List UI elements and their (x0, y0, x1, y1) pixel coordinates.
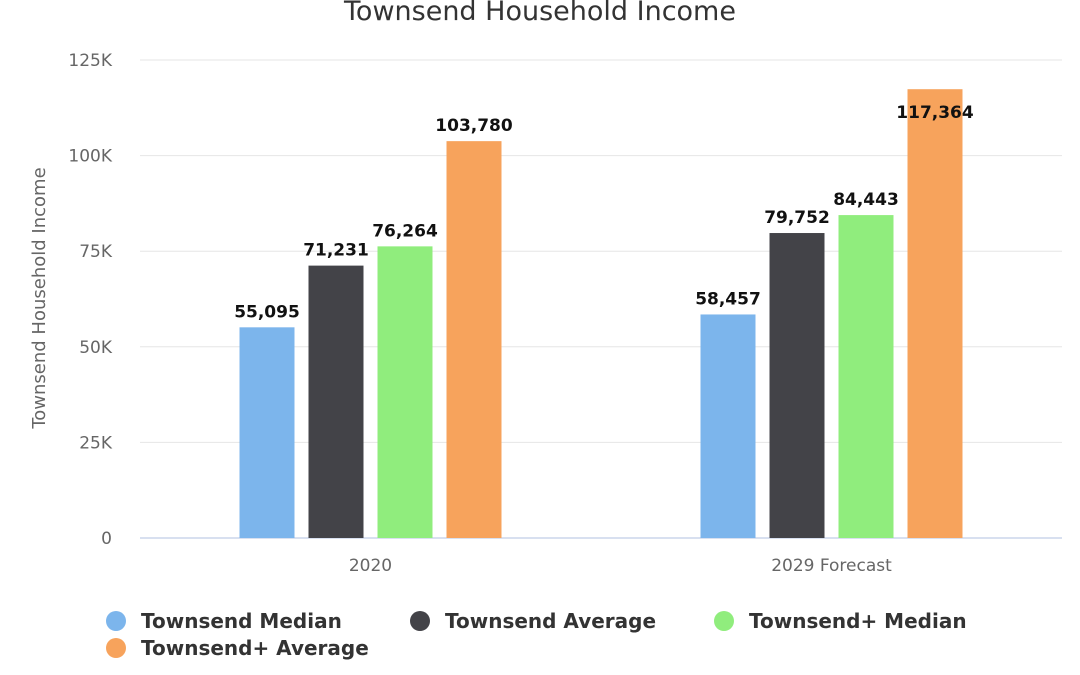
data-label: 58,457 (695, 289, 761, 309)
y-axis-ticks: 0 25K 50K 75K 100K 125K (68, 51, 112, 549)
y-tick-label: 75K (79, 242, 113, 262)
bar (700, 314, 756, 538)
bar (239, 327, 295, 538)
bars (239, 89, 963, 539)
y-axis-label: Townsend Household Income (29, 167, 50, 429)
bar (377, 246, 433, 539)
y-tick-label: 0 (101, 529, 112, 549)
legend-label: Townsend Median (141, 609, 342, 633)
y-tick-label: 100K (68, 147, 112, 167)
x-tick-label: 2029 Forecast (771, 556, 892, 576)
chart-title: Townsend Household Income (343, 0, 736, 27)
data-label: 71,231 (303, 241, 369, 261)
y-tick-label: 125K (68, 51, 112, 71)
data-label: 117,364 (896, 103, 974, 123)
legend-marker (714, 611, 734, 631)
legend-item[interactable]: Townsend+ Median (714, 609, 967, 633)
x-axis-ticks: 2020 2029 Forecast (349, 556, 892, 576)
legend-marker (106, 611, 126, 631)
data-label: 103,780 (435, 116, 513, 136)
legend-marker (410, 611, 430, 631)
bar (907, 89, 963, 538)
bar (308, 265, 364, 538)
legend-label: Townsend+ Average (141, 636, 369, 660)
legend-item[interactable]: Townsend Average (410, 609, 656, 633)
data-label: 79,752 (764, 208, 830, 228)
y-tick-label: 50K (79, 338, 113, 358)
bar (838, 215, 894, 538)
data-label: 84,443 (833, 190, 899, 210)
legend-label: Townsend Average (445, 609, 656, 633)
legend-item[interactable]: Townsend Median (106, 609, 342, 633)
bar (769, 233, 825, 538)
bar (446, 141, 502, 539)
data-label: 76,264 (372, 221, 438, 241)
legend-item[interactable]: Townsend+ Average (106, 636, 369, 660)
x-tick-label: 2020 (349, 556, 392, 576)
legend: Townsend Median Townsend Average Townsend+… (106, 609, 967, 660)
data-label: 55,095 (234, 302, 300, 322)
legend-label: Townsend+ Median (749, 609, 967, 633)
legend-marker (106, 638, 126, 658)
y-tick-label: 25K (79, 433, 113, 453)
